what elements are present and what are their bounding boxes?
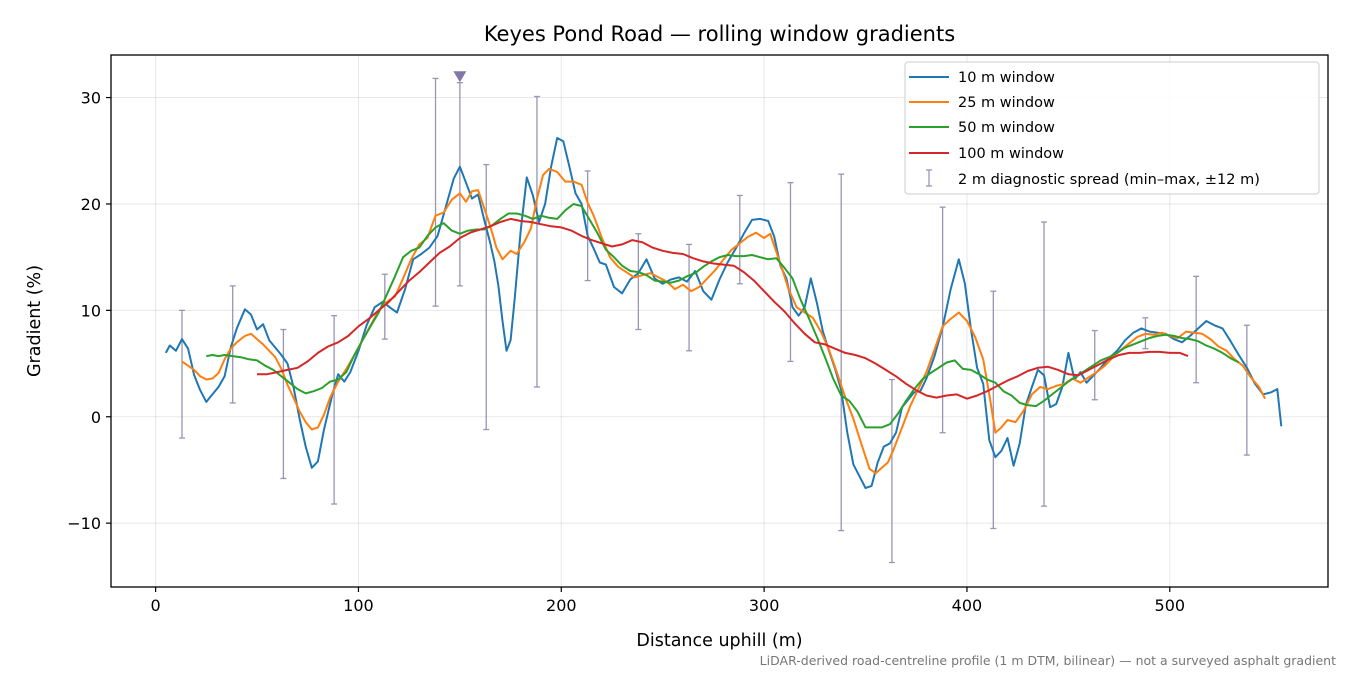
error-bar (280, 328, 287, 480)
legend-swatch-error-bar (926, 169, 932, 187)
y-tick-label: 30 (81, 89, 101, 108)
markers (453, 71, 467, 83)
legend-label-10m: 10 m window (958, 70, 1055, 86)
error-bar (584, 170, 591, 282)
y-axis-label: Gradient (%) (25, 265, 45, 377)
series-line-0 (164, 137, 1283, 489)
x-tick-label: 400 (952, 596, 983, 615)
legend-label-25m: 25 m window (958, 95, 1055, 111)
error-bar (1041, 221, 1048, 507)
x-tick-label: 300 (749, 596, 780, 615)
y-tick-label: −10 (67, 514, 101, 533)
y-tick-label: 0 (91, 408, 101, 427)
series-lines (164, 137, 1283, 489)
x-tick-label: 0 (151, 596, 161, 615)
x-tick-label: 200 (546, 596, 577, 615)
x-axis-label: Distance uphill (m) (636, 631, 802, 651)
x-axis-ticks: 0 100 200 300 400 500 (151, 587, 1186, 615)
error-bar (331, 315, 338, 505)
legend-label-100m: 100 m window (958, 146, 1064, 162)
error-bar (1243, 324, 1250, 456)
y-tick-label: 20 (81, 195, 101, 214)
series-line-2 (206, 203, 1240, 429)
error-bar (533, 95, 540, 388)
error-bar (888, 378, 895, 564)
error-bar (939, 206, 946, 434)
y-axis-ticks: −10 0 10 20 30 (67, 89, 111, 533)
y-tick-label: 10 (81, 301, 101, 320)
x-tick-label: 500 (1155, 596, 1186, 615)
error-bar (990, 290, 997, 530)
legend-box (904, 61, 1320, 195)
peak-marker (453, 71, 467, 83)
error-bar (838, 173, 845, 532)
error-bar (787, 182, 794, 363)
plot-frame (110, 54, 1329, 588)
chart-title: Keyes Pond Road — rolling window gradien… (484, 22, 955, 46)
legend-label-50m: 50 m window (958, 120, 1055, 136)
error-bar (456, 82, 463, 287)
series-line-3 (257, 217, 1189, 400)
error-bar (381, 273, 388, 340)
footnote: LiDAR-derived road-centreline profile (1… (760, 653, 1336, 668)
error-bar (178, 309, 185, 439)
error-bar (686, 243, 693, 352)
x-tick-label: 100 (343, 596, 374, 615)
legend: 10 m window 25 m window 50 m window 100 … (904, 61, 1320, 195)
error-bar (635, 233, 642, 331)
legend-label-error-bars: 2 m diagnostic spread (min–max, ±12 m) (958, 172, 1260, 188)
error-bar (432, 77, 439, 307)
error-bar (483, 163, 490, 431)
